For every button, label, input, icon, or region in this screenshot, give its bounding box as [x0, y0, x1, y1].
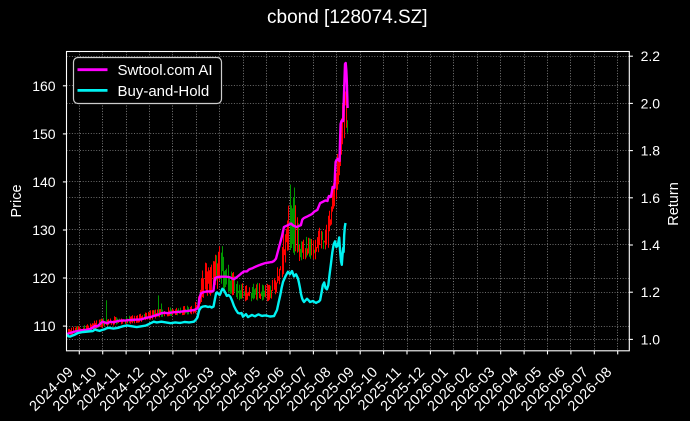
svg-text:2.2: 2.2	[641, 48, 661, 64]
svg-text:Swtool.com AI: Swtool.com AI	[118, 62, 213, 79]
svg-text:1.2: 1.2	[641, 284, 661, 300]
svg-text:1.8: 1.8	[641, 143, 661, 159]
svg-text:cbond [128074.SZ]: cbond [128074.SZ]	[267, 7, 428, 28]
svg-text:Buy-and-Hold: Buy-and-Hold	[118, 83, 210, 100]
svg-text:140: 140	[32, 174, 56, 190]
svg-text:150: 150	[32, 126, 56, 142]
svg-text:110: 110	[33, 318, 56, 334]
svg-text:1.6: 1.6	[641, 190, 661, 206]
svg-text:Return: Return	[666, 182, 682, 226]
svg-text:1.4: 1.4	[641, 237, 661, 253]
svg-text:Price: Price	[9, 184, 25, 217]
svg-text:120: 120	[32, 270, 56, 286]
svg-text:130: 130	[32, 222, 56, 238]
svg-text:2.0: 2.0	[641, 95, 661, 111]
svg-text:1.0: 1.0	[641, 331, 661, 347]
svg-text:160: 160	[32, 78, 56, 94]
